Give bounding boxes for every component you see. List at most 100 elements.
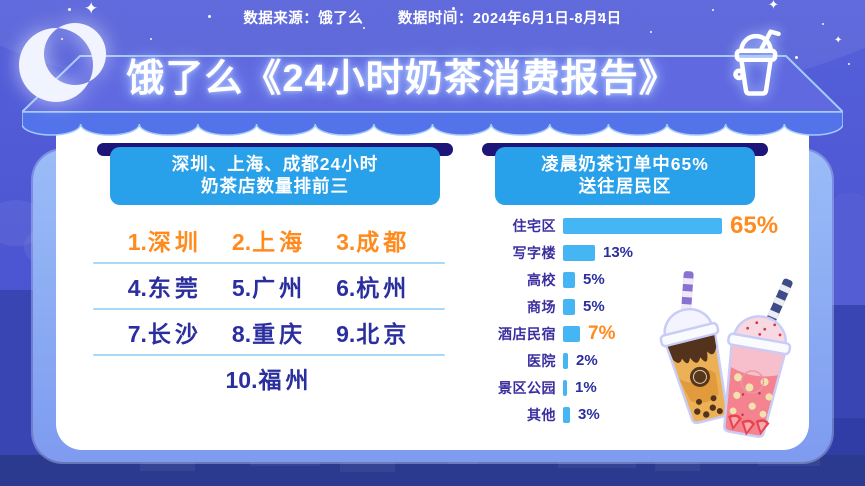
city-name: 上海 (252, 229, 307, 255)
delivery-header-line2: 送往居民区 (578, 175, 672, 196)
ranking-header-line1: 深圳、上海、成都24小时 (171, 154, 379, 174)
star-icon (650, 31, 652, 33)
ranking-item: 3.成都 (336, 223, 410, 257)
bar-label: 酒店民宿 (498, 325, 556, 342)
rank-number: 1. (127, 229, 147, 255)
ranking-row: 1.深圳 2.上海 3.成都 (85, 218, 453, 262)
rank-number: 7. (127, 321, 147, 347)
page-title: 饿了么《24小时奶茶消费报告》 (126, 57, 678, 100)
bar-label: 其他 (527, 406, 556, 423)
star-icon (795, 56, 798, 59)
rank-number: 10. (225, 367, 258, 393)
bar-value: 3% (578, 406, 600, 423)
bar-value: 65% (730, 211, 779, 239)
bar-chart: 住宅区 65% 写字楼 13% 高校 5% 商场 5% 酒店民宿 7% 医院 2% 景区公园 1% 其他 3% (470, 212, 808, 428)
bar-row: 医院 2% (470, 347, 808, 374)
star-icon (598, 13, 601, 16)
bar (563, 352, 568, 369)
ranking-row: 7.长沙 8.重庆 9.北京 (85, 310, 453, 354)
bar-label: 高校 (527, 271, 556, 288)
building-silhouette (829, 193, 865, 305)
crescent-moon-icon (19, 23, 106, 102)
bar-row: 写字楼 13% (470, 239, 808, 266)
bar-label: 景区公园 (498, 379, 556, 396)
bar-value: 13% (603, 244, 634, 261)
star-icon (452, 7, 455, 10)
star-icon (513, 23, 515, 25)
bar (563, 271, 575, 288)
star-icon (822, 23, 824, 25)
rank-number: 8. (231, 321, 252, 347)
milk-tea-cups-illustration (659, 271, 793, 438)
rank-number: 2. (231, 229, 252, 255)
bar-value: 5% (583, 271, 605, 288)
ranking-header-sign: 深圳、上海、成都24小时 奶茶店数量排前三 (97, 143, 453, 206)
rank-number: 4. (127, 275, 147, 301)
awning (22, 55, 843, 136)
ranking-divider (93, 308, 445, 310)
bar-label: 商场 (527, 298, 556, 315)
star-icon (68, 8, 71, 11)
delivery-header: 凌晨奶茶订单中65% 送往居民区 (495, 147, 755, 206)
bar-label: 医院 (527, 352, 556, 369)
bar-value: 1% (575, 379, 597, 396)
sparkle-star-icon: ✦ (768, 0, 779, 12)
content-card: 深圳、上海、成都24小时 奶茶店数量排前三 1.深圳 2.上海 3.成都 4.东莞 5.… (56, 100, 809, 450)
star-icon (298, 10, 300, 12)
star-icon (208, 15, 211, 18)
city-name: 福州 (258, 367, 313, 393)
milk-tea-cup-icon (733, 29, 781, 96)
delivery-header-line1: 凌晨奶茶订单中65% (541, 154, 709, 174)
city-name: 杭州 (356, 275, 411, 301)
bar-row: 住宅区 65% (470, 212, 808, 239)
ranking-item: 7.长沙 (128, 315, 202, 349)
bar-row: 商场 5% (470, 293, 808, 320)
ranking-rows: 1.深圳 2.上海 3.成都 4.东莞 5.广州 6.杭州 7.长沙 8.重庆 9.北京 10.福… (85, 218, 453, 400)
ranking-header: 深圳、上海、成都24小时 奶茶店数量排前三 (110, 147, 440, 206)
sparkle-star-icon: ✦ (84, 0, 99, 18)
city-name: 广州 (252, 275, 307, 301)
city-name: 重庆 (252, 321, 307, 347)
rank-number: 6. (336, 275, 356, 301)
bar (563, 379, 567, 396)
star-icon (150, 38, 152, 40)
ranking-row: 10.福州 (85, 356, 453, 400)
ranking-item: 9.北京 (336, 315, 410, 349)
ranking-item: 2.上海 (232, 223, 306, 257)
sparkle-star-icon: ✦ (834, 35, 843, 46)
ranking-divider (93, 262, 445, 264)
ranking-row: 4.东莞 5.广州 6.杭州 (85, 264, 453, 308)
star-icon (712, 9, 714, 11)
rank-number: 9. (336, 321, 356, 347)
rank-number: 3. (336, 229, 356, 255)
city-name: 北京 (356, 321, 411, 347)
ranking-item: 5.广州 (232, 269, 306, 303)
bar-value: 2% (576, 352, 598, 369)
star-icon (848, 63, 850, 65)
footer-text: 数据来源：饿了么 数据时间：2024年6月1日-8月4日 (0, 7, 865, 28)
ranking-item: 6.杭州 (336, 269, 410, 303)
rank-number: 5. (231, 275, 252, 301)
ranking-item: 4.东莞 (128, 269, 202, 303)
city-name: 长沙 (147, 321, 202, 347)
bar (563, 325, 580, 342)
bar-value: 7% (588, 322, 616, 344)
city-name: 成都 (356, 229, 411, 255)
ranking-item: 1.深圳 (128, 223, 202, 257)
bar-label: 住宅区 (512, 217, 556, 234)
delivery-header-sign: 凌晨奶茶订单中65% 送往居民区 (482, 143, 768, 206)
bar-row: 景区公园 1% (470, 374, 808, 401)
bar-row: 高校 5% (470, 266, 808, 293)
bar (563, 217, 722, 234)
ranking-item: 10.福州 (226, 361, 313, 395)
bar-row: 酒店民宿 7% (470, 320, 808, 347)
bar (563, 406, 570, 423)
bar-value: 5% (583, 298, 605, 315)
bar-label: 写字楼 (512, 244, 556, 261)
bar (563, 244, 595, 261)
data-period-label: 数据时间：2024年6月1日-8月4日 (397, 11, 622, 27)
ranking-divider (93, 354, 445, 356)
ranking-item: 8.重庆 (232, 315, 306, 349)
star-icon (61, 38, 63, 40)
